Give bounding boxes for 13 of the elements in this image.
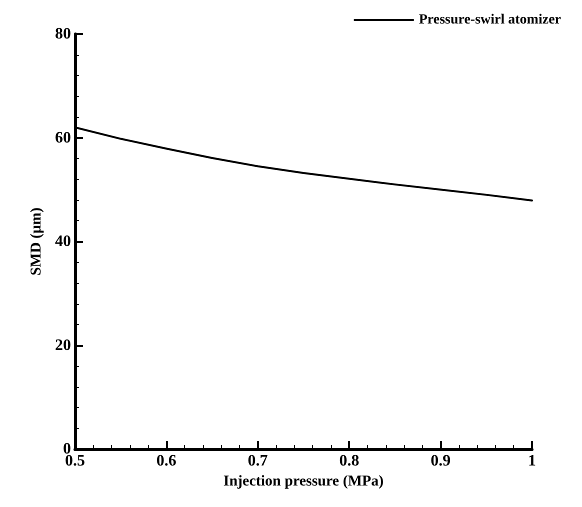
legend-label: Pressure-swirl atomizer — [418, 12, 562, 28]
y-tick-label: 40 — [55, 233, 71, 250]
y-tick-label: 60 — [55, 129, 71, 146]
x-tick-label: 1 — [528, 452, 536, 470]
x-tick-label: 0.8 — [339, 452, 360, 470]
x-tick-label: 0.5 — [65, 452, 85, 470]
x-tick-label: 0.9 — [430, 452, 451, 470]
y-tick-label: 80 — [55, 26, 71, 42]
x-tick-label: 0.6 — [156, 452, 176, 470]
y-axis-title: SMD (μm) — [28, 207, 45, 276]
x-tick-label: 0.7 — [248, 452, 268, 470]
y-tick-label: 20 — [55, 336, 71, 354]
x-axis-title: Injection pressure (MPa) — [223, 473, 384, 490]
